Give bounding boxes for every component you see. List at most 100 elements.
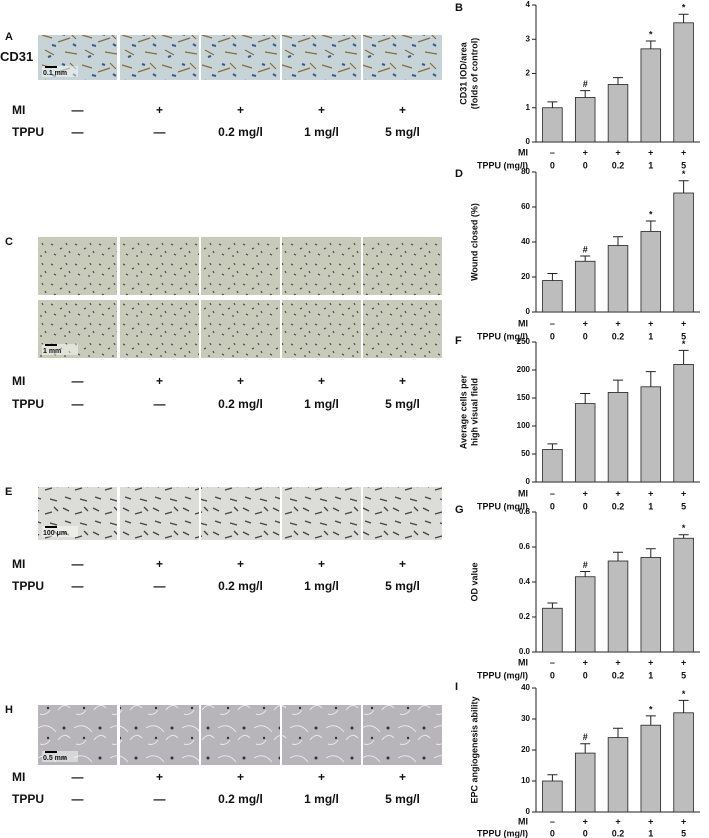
y-tick-label: 10	[521, 776, 530, 785]
significance-marker: #	[583, 732, 588, 742]
error-bar	[580, 255, 591, 262]
x-tick-label: +	[648, 147, 653, 157]
condition-label: —	[154, 125, 166, 139]
error-bar	[678, 13, 689, 23]
x-tick-label: 1	[648, 828, 653, 838]
significance-marker: #	[583, 79, 588, 89]
condition-label: —	[154, 792, 166, 806]
condition-label: +	[399, 374, 406, 388]
y-tick-label: 150	[517, 393, 531, 402]
x-tick-label: 5	[681, 670, 686, 680]
panel-label: D	[455, 168, 463, 180]
error-bar	[678, 180, 689, 193]
y-tick-label: 0	[526, 807, 531, 816]
condition-label: 0.2 mg/l	[218, 792, 263, 806]
significance-marker: *	[649, 29, 653, 39]
y-tick-label: 50	[521, 449, 530, 458]
scale-bar-label: 0.5 mm	[43, 755, 67, 762]
scale-bar-bg	[42, 526, 78, 537]
error-bar	[547, 101, 558, 108]
micrograph	[38, 237, 117, 295]
x-tick-label: +	[615, 318, 620, 328]
condition-label: 1 mg/l	[304, 397, 339, 411]
row-label: TPPU (mg/l)	[477, 670, 528, 680]
condition-label: —	[154, 579, 166, 593]
x-tick-label: 0	[583, 828, 588, 838]
condition-label: —	[72, 397, 84, 411]
x-tick-label: +	[648, 318, 653, 328]
error-bar	[613, 727, 623, 738]
condition-label: —	[72, 374, 84, 388]
condition-label: +	[399, 770, 406, 784]
micrograph	[363, 487, 442, 540]
x-tick-label: +	[681, 488, 686, 498]
bar	[640, 231, 662, 313]
error-bar	[613, 236, 623, 246]
condition-label: +	[237, 557, 244, 571]
y-axis-label: CD31 IOD/area	[458, 41, 468, 105]
scale-bar-bg	[42, 66, 78, 77]
significance-marker: #	[583, 244, 588, 254]
x-tick-label: 0	[550, 828, 555, 838]
panel-label: E	[5, 486, 12, 498]
y-tick-label: 40	[521, 237, 530, 246]
y-tick-label: 0	[526, 477, 531, 486]
error-bar	[547, 602, 558, 609]
row-label: TPPU	[12, 397, 44, 411]
x-tick-label: –	[550, 488, 555, 498]
condition-label: 5 mg/l	[385, 579, 420, 593]
bar	[640, 724, 662, 813]
significance-marker: *	[649, 209, 653, 219]
x-tick-label: +	[681, 657, 686, 667]
micrograph	[363, 300, 442, 358]
x-tick-label: 0	[583, 501, 588, 511]
bar	[542, 107, 563, 143]
condition-label: +	[156, 374, 163, 388]
error-bar	[580, 571, 591, 577]
y-tick-label: 20	[521, 745, 530, 754]
error-bar	[580, 743, 591, 754]
scale-bar-label: 0.1 mm	[43, 70, 67, 77]
bar	[542, 607, 563, 653]
error-bar	[547, 443, 558, 450]
condition-label: —	[72, 792, 84, 806]
bar	[607, 84, 629, 143]
y-tick-label: 60	[521, 202, 530, 211]
micrograph	[363, 237, 442, 295]
bar	[542, 780, 563, 813]
condition-label: +	[237, 770, 244, 784]
condition-label: —	[72, 125, 84, 139]
bar	[607, 560, 629, 653]
condition-label: +	[318, 770, 325, 784]
y-tick-label: 2	[526, 69, 531, 78]
row-label: MI	[518, 147, 528, 157]
y-tick-label: 250	[517, 337, 531, 346]
condition-label: 1 mg/l	[304, 792, 339, 806]
error-bar	[678, 534, 689, 539]
x-tick-label: +	[648, 816, 653, 826]
scale-bar-bg	[42, 751, 78, 762]
condition-label: +	[156, 103, 163, 117]
bar	[673, 363, 694, 483]
x-tick-label: 1	[648, 501, 653, 511]
significance-marker: #	[583, 560, 588, 570]
micrograph	[120, 35, 199, 80]
condition-label: +	[237, 103, 244, 117]
condition-label: +	[318, 103, 325, 117]
panel-label: B	[455, 2, 463, 14]
y-tick-label: 1	[526, 103, 531, 112]
x-tick-label: +	[583, 816, 588, 826]
condition-label: 0.2 mg/l	[218, 125, 263, 139]
row-label: MI	[12, 557, 25, 571]
x-tick-label: +	[583, 488, 588, 498]
y-tick-label: 0	[526, 307, 531, 316]
panel-label: C	[5, 236, 13, 248]
micrograph	[120, 237, 199, 295]
row-label: MI	[518, 816, 528, 826]
y-axis-label: high visual field	[469, 378, 479, 446]
condition-label: 0.2 mg/l	[218, 397, 263, 411]
bar	[673, 22, 694, 143]
micrograph	[38, 487, 117, 540]
row-label: TPPU	[12, 579, 44, 593]
error-bar	[645, 371, 656, 387]
